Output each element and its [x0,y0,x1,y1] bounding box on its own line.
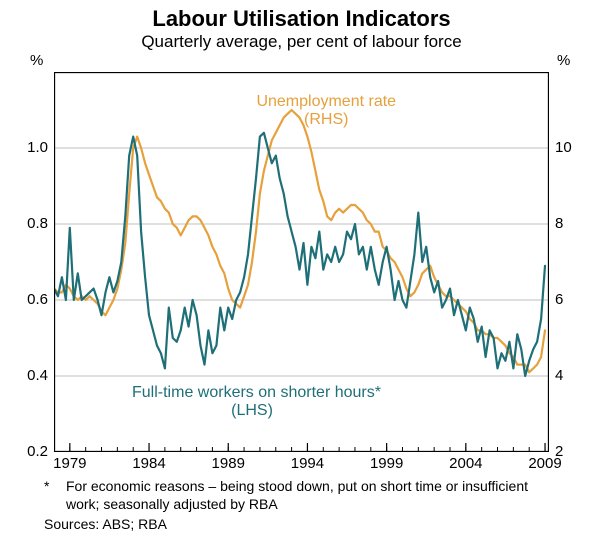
plot-area: Unemployment rate (RHS) Full-time worker… [54,72,549,452]
chart-container: Labour Utilisation Indicators Quarterly … [0,0,603,545]
unemployment-label-line1: Unemployment rate [256,93,396,110]
footnote-text: For economic reasons – being stood down,… [66,478,551,513]
y-left-tick: 0.6 [27,292,48,307]
footnote-asterisk: * [44,478,49,494]
sources-text: Sources: ABS; RBA [44,516,167,534]
y-right-tick: 6 [555,292,563,307]
chart-subtitle: Quarterly average, per cent of labour fo… [0,32,603,52]
y-right-tick: 4 [555,368,563,383]
y-right-tick: 2 [555,444,563,459]
y-left-tick: 0.4 [27,368,48,383]
y-left-tick: 0.2 [27,444,48,459]
x-tick: 1984 [129,456,169,471]
x-tick: 1989 [208,456,248,471]
unemployment-label: Unemployment rate (RHS) [206,93,446,130]
left-axis-unit: % [30,52,43,69]
chart-title: Labour Utilisation Indicators [0,6,603,32]
y-left-tick: 1.0 [27,140,48,155]
unemployment-label-line2: (RHS) [304,111,348,128]
x-tick: 1979 [50,456,90,471]
y-right-tick: 8 [555,216,563,231]
x-tick: 1999 [367,456,407,471]
y-right-tick: 10 [555,140,572,155]
fulltime-label-line1: Full-time workers on shorter hours* [132,384,381,401]
right-axis-unit: % [557,52,570,69]
y-left-tick: 0.8 [27,216,48,231]
x-tick: 2004 [446,456,486,471]
fulltime-label-line2: (LHS) [231,402,273,419]
fulltime-label: Full-time workers on shorter hours* (LHS… [132,384,372,421]
x-tick: 1994 [287,456,327,471]
